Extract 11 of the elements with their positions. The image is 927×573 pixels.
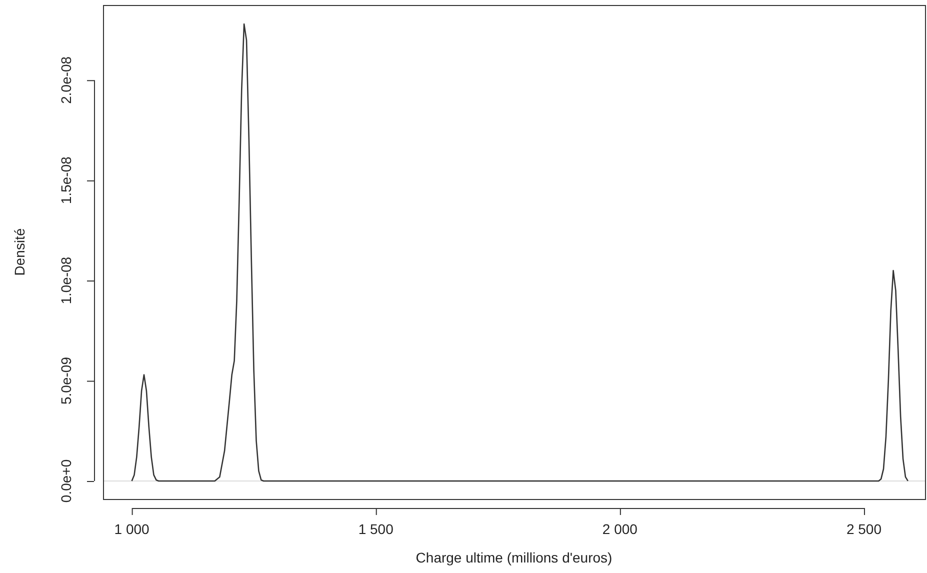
x-tick-label: 1 000 — [114, 520, 150, 537]
x-tick-label: 2 500 — [846, 520, 882, 537]
y-tick-label: 1.5e-08 — [58, 156, 74, 204]
x-tick-label: 1 500 — [358, 520, 394, 537]
x-tick-label: 2 000 — [602, 520, 638, 537]
y-tick-label: 0.0e+0 — [58, 459, 74, 503]
y-tick-label: 5.0e-09 — [58, 356, 74, 405]
y-tick-label: 2.0e-08 — [58, 56, 74, 104]
y-tick-label: 1.0e-08 — [58, 256, 74, 304]
x-axis-title: Charge ultime (millions d'euros) — [416, 549, 612, 566]
y-axis-title: Densité — [11, 228, 28, 276]
